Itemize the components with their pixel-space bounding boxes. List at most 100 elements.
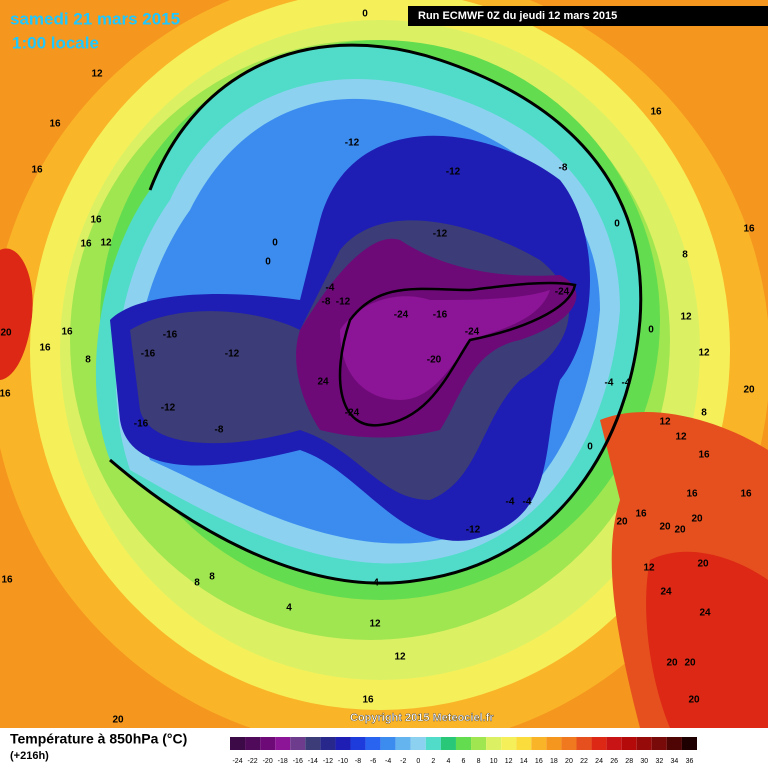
colorbar-swatch <box>425 737 441 750</box>
colorbar-tick-label: -8 <box>355 758 361 765</box>
contour-label: -16 <box>163 330 178 341</box>
contour-label: 8 <box>85 355 91 366</box>
contour-label: -24 <box>394 310 409 321</box>
colorbar-swatch <box>440 737 456 750</box>
colorbar-swatch <box>290 737 306 750</box>
colorbar-swatch <box>621 737 637 750</box>
colorbar-tick-label: 8 <box>477 758 481 765</box>
legend-title: Température à 850hPa (°C) <box>10 731 187 747</box>
contour-label: 16 <box>0 389 11 400</box>
contour-label: 16 <box>698 450 710 461</box>
colorbar-swatch <box>320 737 336 750</box>
contour-label: -12 <box>336 297 351 308</box>
contour-label: 8 <box>682 250 688 261</box>
colorbar-swatch <box>410 737 426 750</box>
colorbar-swatch <box>305 737 321 750</box>
contour-label: -20 <box>427 355 442 366</box>
contour-label: -12 <box>433 229 448 240</box>
contour-label: 0 <box>614 219 620 230</box>
colorbar-tick-label: 26 <box>610 758 618 765</box>
colorbar-tick-label: -24 <box>232 758 242 765</box>
contour-label: -16 <box>433 310 448 321</box>
contour-label: 16 <box>362 695 374 706</box>
colorbar-tick-label: -16 <box>293 758 303 765</box>
time-title: 1:00 locale <box>12 33 99 52</box>
contour-label: 0 <box>362 9 368 20</box>
contour-label: 20 <box>0 328 12 339</box>
colorbar-tick-label: -14 <box>308 758 318 765</box>
contour-label: 12 <box>680 312 692 323</box>
colorbar-tick-label: 18 <box>550 758 558 765</box>
contour-label: 16 <box>1 575 13 586</box>
contour-label: -12 <box>161 403 176 414</box>
contour-label: 20 <box>616 517 628 528</box>
contour-label: 16 <box>743 224 755 235</box>
contour-label: 12 <box>659 417 671 428</box>
colorbar-swatch <box>636 737 652 750</box>
contour-label: -24 <box>345 408 360 419</box>
colorbar-tick-label: 34 <box>671 758 679 765</box>
colorbar-tick-label: -2 <box>400 758 406 765</box>
contour-label: 20 <box>674 525 686 536</box>
colorbar-tick-label: 28 <box>625 758 633 765</box>
colorbar-tick-label: 22 <box>580 758 588 765</box>
colorbar-swatch <box>681 737 697 750</box>
contour-label: 0 <box>648 325 654 336</box>
contour-label: 12 <box>675 432 687 443</box>
contour-label: -12 <box>446 167 461 178</box>
contour-label: -8 <box>559 163 568 174</box>
colorbar-tick-label: -22 <box>248 758 258 765</box>
contour-label: 20 <box>659 522 671 533</box>
colorbar-swatch <box>531 737 547 750</box>
contour-label: -4 <box>605 378 614 389</box>
colorbar-tick-label: -6 <box>370 758 376 765</box>
contour-label: 16 <box>740 489 752 500</box>
contour-label: -12 <box>345 138 360 149</box>
contour-label: 12 <box>698 348 710 359</box>
contour-label: 8 <box>194 578 200 589</box>
colorbar-tick-label: 24 <box>595 758 603 765</box>
colorbar: -24 -22 -20 -18 -16 -14 -12 -10 -8 -6 -4 -2 0 2 4 6 8 10 1… <box>230 737 697 765</box>
contour-label: 16 <box>80 239 92 250</box>
contour-label: 16 <box>650 107 662 118</box>
contour-label: -4 <box>506 497 515 508</box>
contour-label: 16 <box>49 119 61 130</box>
colorbar-tick-label: 6 <box>462 758 466 765</box>
contour-label: 24 <box>699 608 711 619</box>
colorbar-swatch <box>591 737 607 750</box>
contour-label: 20 <box>697 559 709 570</box>
contour-label: 16 <box>39 343 51 354</box>
colorbar-swatch <box>365 737 381 750</box>
date-title: samedi 21 mars 2015 <box>10 9 180 28</box>
colorbar-swatch <box>486 737 502 750</box>
colorbar-tick-label: 12 <box>505 758 513 765</box>
contour-label: 12 <box>394 652 406 663</box>
colorbar-swatch <box>666 737 682 750</box>
colorbar-swatch <box>380 737 396 750</box>
run-info: Run ECMWF 0Z du jeudi 12 mars 2015 <box>418 10 617 22</box>
contour-label: -8 <box>215 425 224 436</box>
colorbar-tick-label: -12 <box>323 758 333 765</box>
colorbar-tick-label: 16 <box>535 758 543 765</box>
contour-label: 4 <box>373 578 379 589</box>
copyright: Copyright 2015 Meteociel.fr <box>350 712 494 724</box>
colorbar-tick-label: -18 <box>278 758 288 765</box>
colorbar-tick-label: 20 <box>565 758 573 765</box>
lead-time: (+216h) <box>10 750 49 762</box>
colorbar-swatch <box>471 737 487 750</box>
colorbar-swatch <box>546 737 562 750</box>
colorbar-tick-label: -4 <box>385 758 391 765</box>
contour-label: 16 <box>31 165 43 176</box>
colorbar-swatch <box>350 737 366 750</box>
colorbar-swatch <box>260 737 276 750</box>
contour-label: 0 <box>265 257 271 268</box>
contour-label: 16 <box>61 327 73 338</box>
colorbar-tick-label: 2 <box>431 758 435 765</box>
colorbar-tick-label: 32 <box>655 758 663 765</box>
contour-label: 16 <box>686 489 698 500</box>
colorbar-tick-label: 30 <box>640 758 648 765</box>
temperature-map: 0 12 16 16 -12 -12 -8 16 16 16 16 12 0 0 -4 -8 -12 -12 0 8 -… <box>0 0 768 728</box>
map-labels: 0 12 16 16 -12 -12 -8 16 16 16 16 12 0 0 -4 -8 -12 -12 0 8 -… <box>0 9 755 726</box>
contour-label: -4 <box>326 283 335 294</box>
